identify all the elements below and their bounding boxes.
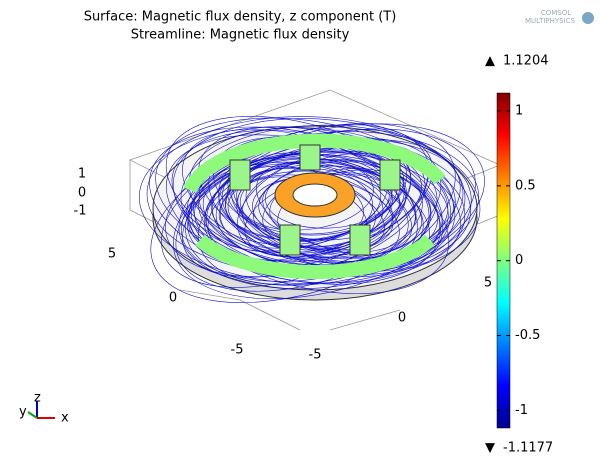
triad-label: y	[19, 405, 27, 420]
title-line: Streamline: Magnetic flux density	[131, 28, 350, 43]
triad-label: z	[34, 391, 41, 406]
colorbar-tick-label: 0.5	[515, 178, 536, 193]
axis-tick-label: -5	[231, 343, 244, 358]
colorbar-tick-label: 0	[515, 253, 523, 268]
colorbar-tick-label: 1	[515, 104, 523, 119]
axis-tick-label: 0	[169, 291, 177, 306]
title-line: Surface: Magnetic flux density, z compon…	[84, 10, 397, 25]
logo-text: COMSOL	[541, 9, 571, 17]
triad: x y z	[19, 391, 69, 426]
axis-tick-label: 1	[78, 167, 86, 182]
axis-tick-label: 5	[484, 276, 492, 291]
axis-tick-label: 0	[78, 186, 86, 201]
axis-tick-label: -5	[309, 348, 322, 363]
axis-tick-label: 5	[108, 247, 116, 262]
triad-label: x	[61, 411, 69, 426]
logo-icon	[582, 12, 594, 24]
max-marker: ▲	[485, 54, 495, 69]
max-label: 1.1204	[503, 54, 549, 69]
comsol-plot: Surface: Magnetic flux density, z compon…	[0, 0, 601, 459]
colorbar-tick-label: -0.5	[515, 328, 540, 343]
axis-tick-label: -1	[74, 204, 87, 219]
axis-tick-label: 0	[398, 311, 406, 326]
colorbar-tick-label: -1	[515, 403, 528, 418]
min-marker: ▼	[485, 441, 495, 456]
device	[128, 86, 499, 337]
logo-text: MULTIPHYSICS	[525, 17, 576, 25]
min-label: -1.1177	[503, 441, 553, 456]
